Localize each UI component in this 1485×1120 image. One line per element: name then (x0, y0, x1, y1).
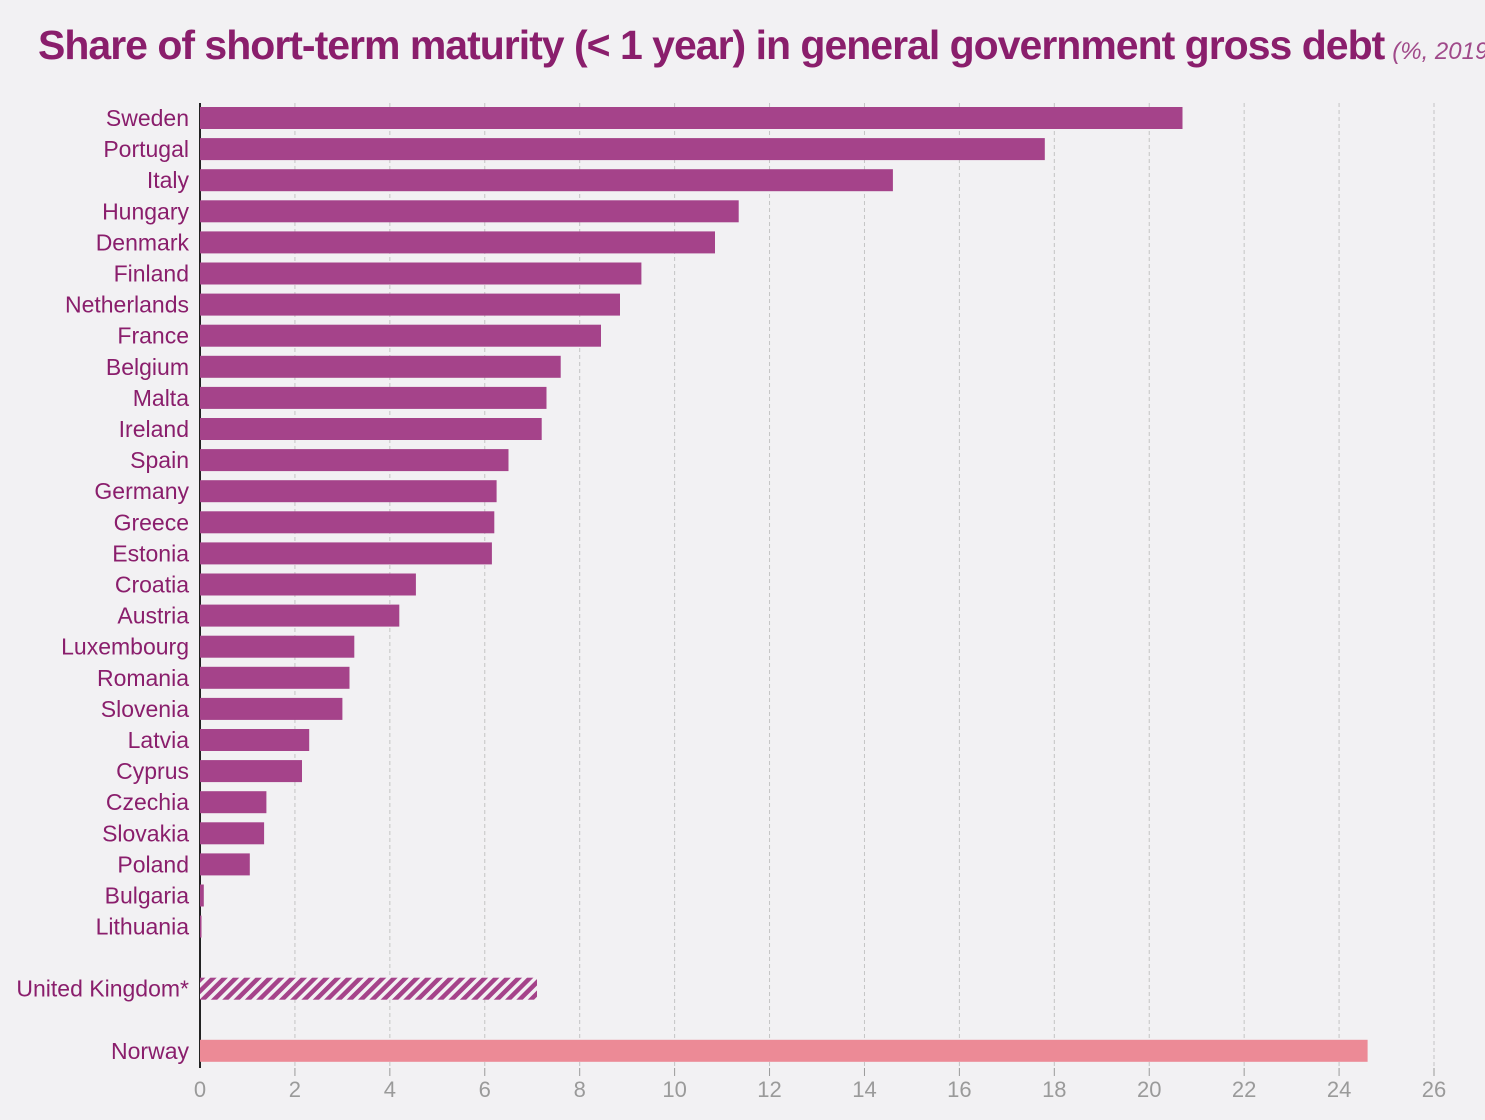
bar-france (200, 324, 601, 347)
tick-label-20: 20 (1137, 1077, 1161, 1102)
bar-croatia (200, 573, 416, 596)
bar-estonia (200, 542, 492, 565)
category-label-slovenia: Slovenia (101, 696, 189, 722)
category-label-lithuania: Lithuania (96, 914, 190, 940)
category-label-poland: Poland (117, 851, 189, 877)
bar-denmark (200, 231, 715, 254)
bar-belgium (200, 355, 561, 378)
tick-label-12: 12 (757, 1077, 781, 1102)
category-label-romania: Romania (97, 665, 189, 691)
bar-hungary (200, 200, 739, 223)
bar-portugal (200, 138, 1045, 161)
bar-poland (200, 853, 250, 876)
category-label-italy: Italy (147, 167, 190, 193)
tick-label-2: 2 (289, 1077, 301, 1102)
category-label-greece: Greece (114, 509, 189, 535)
category-label-germany: Germany (94, 478, 189, 504)
tick-label-18: 18 (1042, 1077, 1066, 1102)
bar-bulgaria (200, 884, 204, 907)
bar-slovenia (200, 697, 343, 720)
tick-label-22: 22 (1232, 1077, 1256, 1102)
bar-slovakia (200, 822, 265, 845)
category-label-bulgaria: Bulgaria (105, 883, 190, 909)
tick-label-26: 26 (1422, 1077, 1446, 1102)
bar-sweden (200, 107, 1183, 129)
category-label-estonia: Estonia (112, 540, 189, 566)
bar-malta (200, 386, 547, 409)
bar-czechia (200, 791, 267, 814)
tick-label-16: 16 (947, 1077, 971, 1102)
category-label-denmark: Denmark (96, 229, 190, 255)
tick-label-4: 4 (384, 1077, 396, 1102)
bar-finland (200, 262, 642, 285)
tick-label-8: 8 (574, 1077, 586, 1102)
category-label-croatia: Croatia (115, 572, 189, 598)
category-label-norway: Norway (111, 1038, 189, 1064)
tick-label-14: 14 (852, 1077, 876, 1102)
category-label-spain: Spain (130, 447, 189, 473)
bar-luxembourg (200, 635, 355, 658)
bar-cyprus (200, 760, 302, 783)
category-label-sweden: Sweden (106, 105, 189, 131)
category-label-finland: Finland (114, 261, 189, 287)
tick-label-24: 24 (1327, 1077, 1351, 1102)
tick-label-6: 6 (479, 1077, 491, 1102)
category-label-belgium: Belgium (106, 354, 189, 380)
category-label-netherlands: Netherlands (65, 292, 189, 318)
category-label-malta: Malta (133, 385, 189, 411)
bar-romania (200, 666, 350, 689)
bar-netherlands (200, 293, 620, 316)
category-label-portugal: Portugal (103, 136, 189, 162)
category-label-luxembourg: Luxembourg (61, 634, 189, 660)
category-label-france: France (117, 323, 189, 349)
tick-label-0: 0 (194, 1077, 206, 1102)
chart-title: Share of short-term maturity (< 1 year) … (38, 22, 1485, 69)
bar-germany (200, 480, 497, 503)
chart-subtitle: (%, 2019) (1392, 38, 1485, 65)
x-axis-ticks: 0 2 4 6 8 10 12 14 16 18 20 22 24 26 (194, 1068, 1446, 1102)
category-label-hungary: Hungary (102, 198, 189, 224)
chart-title-text: Share of short-term maturity (< 1 year) … (38, 22, 1385, 68)
bar-greece (200, 511, 495, 534)
tick-label-10: 10 (662, 1077, 686, 1102)
category-label-austria: Austria (117, 603, 189, 629)
category-label-ireland: Ireland (119, 416, 189, 442)
bar-italy (200, 169, 893, 192)
bar-ireland (200, 418, 542, 440)
bars (200, 107, 1368, 1062)
category-label-latvia: Latvia (128, 727, 190, 753)
bar-norway (200, 1039, 1368, 1062)
category-label-united-kingdom: United Kingdom* (16, 976, 189, 1002)
bar-spain (200, 449, 509, 472)
category-labels: Sweden Portugal Italy Hungary Denmark Finland… (16, 105, 189, 1064)
bar-austria (200, 604, 400, 627)
bar-united-kingdom (200, 977, 537, 1000)
category-label-czechia: Czechia (106, 789, 189, 815)
category-label-cyprus: Cyprus (116, 758, 189, 784)
bar-lithuania (200, 915, 202, 938)
category-label-slovakia: Slovakia (102, 820, 189, 846)
bar-latvia (200, 729, 310, 751)
